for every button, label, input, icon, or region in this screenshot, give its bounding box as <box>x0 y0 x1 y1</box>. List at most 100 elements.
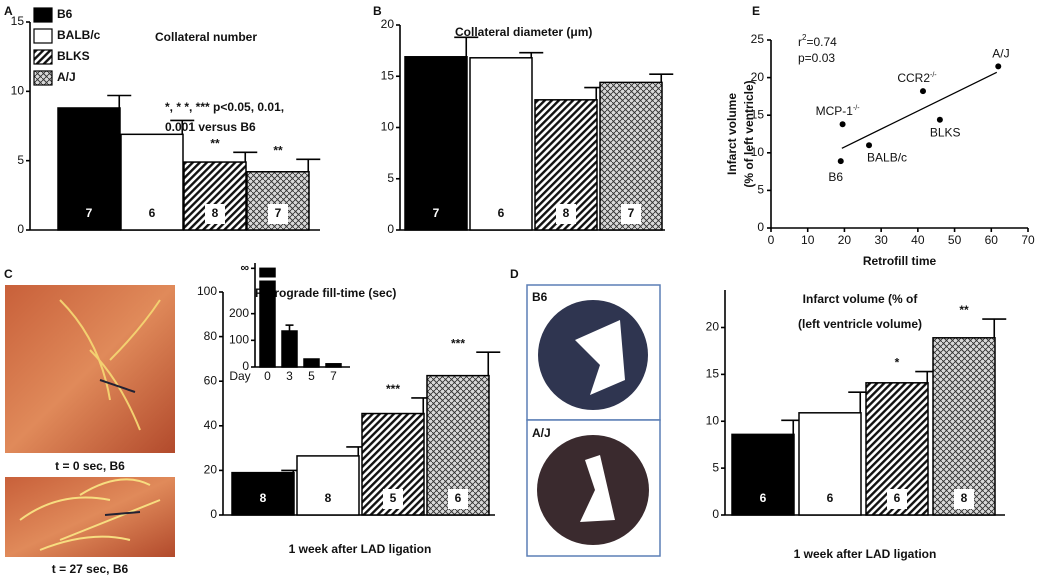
legend-swatch <box>33 49 53 65</box>
legend-label: B6 <box>57 7 73 21</box>
point-label: BLKS <box>930 126 961 140</box>
x-axis-label: 1 week after LAD ligation <box>289 542 432 556</box>
y-tick-label: 10 <box>11 84 25 98</box>
n-label-box <box>268 204 288 224</box>
y-tick-label: 20 <box>204 463 218 477</box>
y-tick-label: 15 <box>706 367 720 381</box>
panel-letter: E <box>752 4 760 18</box>
annotation: *, * *, *** p<0.05, 0.01, <box>165 100 284 114</box>
n-label: 6 <box>894 491 901 505</box>
bar <box>303 358 320 368</box>
n-label: 8 <box>961 491 968 505</box>
n-label-box <box>954 489 974 509</box>
n-label: 6 <box>827 491 834 505</box>
n-label-box <box>205 204 225 224</box>
significance: ** <box>959 303 969 317</box>
point-label: BALB/c <box>867 150 907 164</box>
n-label-box <box>621 204 641 224</box>
y-tick-label: 0 <box>17 222 24 236</box>
point-label-text: CCR2 <box>897 71 930 85</box>
n-label: 6 <box>498 206 505 220</box>
x-axis-label: Retrofill time <box>863 254 937 268</box>
bar <box>731 433 795 516</box>
y-tick-label: 100 <box>197 284 217 298</box>
point-label: B6 <box>828 170 843 184</box>
bar <box>259 267 276 368</box>
n-label: 6 <box>760 491 767 505</box>
y-tick-label: 10 <box>706 413 720 427</box>
y-tick-label: 5 <box>387 171 394 185</box>
y-tick-label: 0 <box>210 507 217 521</box>
y-tick-label: 10 <box>381 120 395 134</box>
heart-image <box>526 419 661 557</box>
y-axis-label: (% of left ventricle) <box>742 80 756 187</box>
r-rest: =0.74 <box>806 35 837 49</box>
legend-label: BALB/c <box>57 28 101 42</box>
y-tick-label: 100 <box>229 333 249 347</box>
panel-letter: B <box>373 4 382 18</box>
point-label: MCP-1-/- <box>816 104 861 118</box>
panel-letter: D <box>510 267 519 281</box>
x-tick-label: 40 <box>911 233 925 247</box>
heart-image <box>526 284 661 421</box>
image-caption: t = 27 sec, B6 <box>52 562 129 576</box>
point-label-text: B6 <box>828 170 843 184</box>
point-label-sup: -/- <box>930 72 937 79</box>
y-tick-label: 20 <box>381 17 395 31</box>
x-tick-label: 20 <box>838 233 852 247</box>
point <box>936 116 943 123</box>
x-tick-label: 50 <box>948 233 962 247</box>
photo <box>5 477 175 557</box>
r-squared: r2=0.74 <box>798 33 837 49</box>
significance: *** <box>386 382 400 396</box>
r-text: r <box>798 35 802 49</box>
n-label-box <box>556 204 576 224</box>
bar <box>57 107 121 231</box>
photo <box>5 285 175 453</box>
point <box>839 121 846 128</box>
n-label: 7 <box>628 206 635 220</box>
y-tick-label: 0 <box>242 359 249 373</box>
x-axis-label: Day <box>229 369 250 383</box>
y-axis-label: Infarct volume <box>725 93 739 175</box>
x-tick-label: 0 <box>264 369 271 383</box>
legend-label: BLKS <box>57 49 90 63</box>
image-label: A/J <box>532 426 551 440</box>
y-tick-label: 25 <box>751 32 765 46</box>
y-tick-label: 80 <box>204 329 218 343</box>
panel-letter: A <box>4 4 13 18</box>
y-tick-label: 15 <box>751 107 765 121</box>
bar <box>120 133 184 231</box>
image-caption: t = 0 sec, B6 <box>55 459 125 473</box>
panel-letter: C <box>4 267 13 281</box>
significance: *** <box>451 336 465 350</box>
bar <box>325 363 342 368</box>
legend-label: A/J <box>57 70 76 84</box>
n-label: 7 <box>433 206 440 220</box>
x-tick-label: 60 <box>985 233 999 247</box>
legend-swatch <box>33 28 53 44</box>
n-label: 8 <box>212 206 219 220</box>
significance: ** <box>273 143 283 157</box>
point-label: CCR2-/- <box>897 71 937 85</box>
y-tick-label: 0 <box>712 507 719 521</box>
n-label: 6 <box>149 206 156 220</box>
trend-line <box>841 71 998 149</box>
x-tick-label: 5 <box>308 369 315 383</box>
x-tick-label: 70 <box>1021 233 1035 247</box>
n-label: 8 <box>563 206 570 220</box>
y-tick-label: 10 <box>751 145 765 159</box>
y-tick-label: ∞ <box>240 261 249 275</box>
n-label: 7 <box>86 206 93 220</box>
point-label-sup: -/- <box>853 105 860 112</box>
point <box>995 63 1002 70</box>
n-label: 7 <box>275 206 282 220</box>
y-tick-label: 0 <box>757 220 764 234</box>
annotation: 0.001 versus B6 <box>165 120 256 134</box>
n-label: 8 <box>325 491 332 505</box>
p-value: p=0.03 <box>798 51 835 65</box>
x-tick-label: 10 <box>801 233 815 247</box>
y-tick-label: 5 <box>17 153 24 167</box>
n-label-box <box>383 489 403 509</box>
chart-title: Collateral diameter (μm) <box>455 25 592 39</box>
